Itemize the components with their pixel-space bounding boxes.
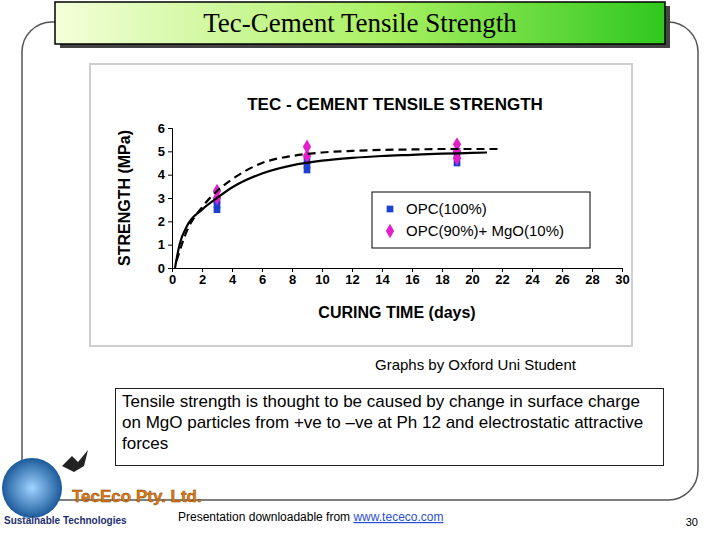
x-tick: 30 <box>615 268 629 287</box>
x-axis: 024681012141618202224262830 <box>169 268 630 287</box>
y-tick: 1 <box>158 237 172 252</box>
footer-text: Presentation downloadable from <box>178 510 353 524</box>
x-tick-label: 24 <box>525 272 540 287</box>
y-tick: 0 <box>158 261 172 276</box>
legend-label: OPC(90%)+ MgO(10%) <box>406 222 564 239</box>
company-name: TecEco Pty. Ltd. <box>72 487 202 506</box>
y-tick-mark <box>168 175 172 176</box>
data-point <box>303 139 311 153</box>
y-tick: 5 <box>158 144 172 159</box>
x-tick: 10 <box>315 268 329 287</box>
x-tick-label: 12 <box>345 272 359 287</box>
x-tick-label: 0 <box>169 272 176 287</box>
chart-title: TEC - CEMENT TENSILE STRENGTH <box>247 95 543 114</box>
y-tick-label: 2 <box>158 214 165 229</box>
x-tick-label: 6 <box>259 272 266 287</box>
x-tick-label: 18 <box>435 272 449 287</box>
x-tick: 20 <box>465 268 479 287</box>
legend-label: OPC(100%) <box>406 200 487 217</box>
slide-title: Tec-Cement Tensile Strength <box>203 8 517 38</box>
footer: Presentation downloadable from www.tecec… <box>178 510 443 524</box>
x-tick-label: 26 <box>555 272 569 287</box>
x-tick: 8 <box>289 268 296 287</box>
y-tick: 4 <box>158 167 172 182</box>
x-tick-label: 22 <box>495 272 509 287</box>
page-number: 30 <box>686 516 698 528</box>
title-box <box>55 2 665 44</box>
spacer <box>460 506 461 507</box>
y-tick-mark <box>168 151 172 152</box>
legend-marker <box>386 224 394 238</box>
y-tick-label: 5 <box>158 144 165 159</box>
x-tick-label: 16 <box>405 272 419 287</box>
y-tick-label: 6 <box>158 121 165 136</box>
x-tick: 18 <box>435 268 449 287</box>
x-tick-label: 28 <box>585 272 599 287</box>
legend-marker <box>387 206 394 213</box>
slide-frame <box>22 22 698 500</box>
body-text: Tensile strength is thought to be caused… <box>115 388 664 466</box>
x-tick-label: 8 <box>289 272 296 287</box>
y-tick-label: 3 <box>158 191 165 206</box>
y-tick-mark <box>168 268 172 269</box>
tagline: Sustainable Technologies <box>4 515 127 526</box>
x-tick: 22 <box>495 268 509 287</box>
x-tick: 28 <box>585 268 599 287</box>
y-tick: 6 <box>158 121 172 136</box>
x-tick: 16 <box>405 268 419 287</box>
x-tick-label: 14 <box>375 272 390 287</box>
y-axis-title: STRENGTH (MPa) <box>116 130 133 266</box>
x-tick-label: 20 <box>465 272 479 287</box>
y-axis-line <box>168 129 173 269</box>
y-tick-label: 0 <box>158 261 165 276</box>
y-tick-mark <box>168 245 172 246</box>
x-tick: 6 <box>259 268 266 287</box>
credit: Graphs by Oxford Uni Student <box>375 356 577 373</box>
y-tick-label: 4 <box>158 167 166 182</box>
x-tick: 2 <box>199 268 206 287</box>
legend-box <box>372 192 590 248</box>
fit-line <box>175 153 487 269</box>
y-tick-mark <box>168 198 172 199</box>
x-tick-label: 4 <box>229 272 237 287</box>
y-tick-label: 1 <box>158 237 165 252</box>
logo-bird <box>62 450 88 472</box>
x-tick-label: 2 <box>199 272 206 287</box>
y-tick-mark <box>168 221 172 222</box>
y-tick-mark <box>168 128 172 129</box>
legend: OPC(100%) OPC(90%)+ MgO(10%) <box>372 192 590 248</box>
x-axis-title: CURING TIME (days) <box>318 304 475 321</box>
x-tick: 4 <box>229 268 237 287</box>
chart-area <box>90 64 632 346</box>
x-tick-label: 30 <box>615 272 629 287</box>
x-tick: 24 <box>525 268 540 287</box>
y-axis: 0 1 2 3 4 5 6 <box>158 121 173 276</box>
logo-globe <box>2 458 62 518</box>
x-tick: 26 <box>555 268 569 287</box>
y-tick: 2 <box>158 214 172 229</box>
y-tick: 3 <box>158 191 172 206</box>
footer-link[interactable]: www.tececo.com <box>352 510 443 524</box>
x-tick: 14 <box>375 268 390 287</box>
x-tick: 12 <box>345 268 359 287</box>
x-tick-label: 10 <box>315 272 329 287</box>
x-tick: 0 <box>169 268 176 287</box>
